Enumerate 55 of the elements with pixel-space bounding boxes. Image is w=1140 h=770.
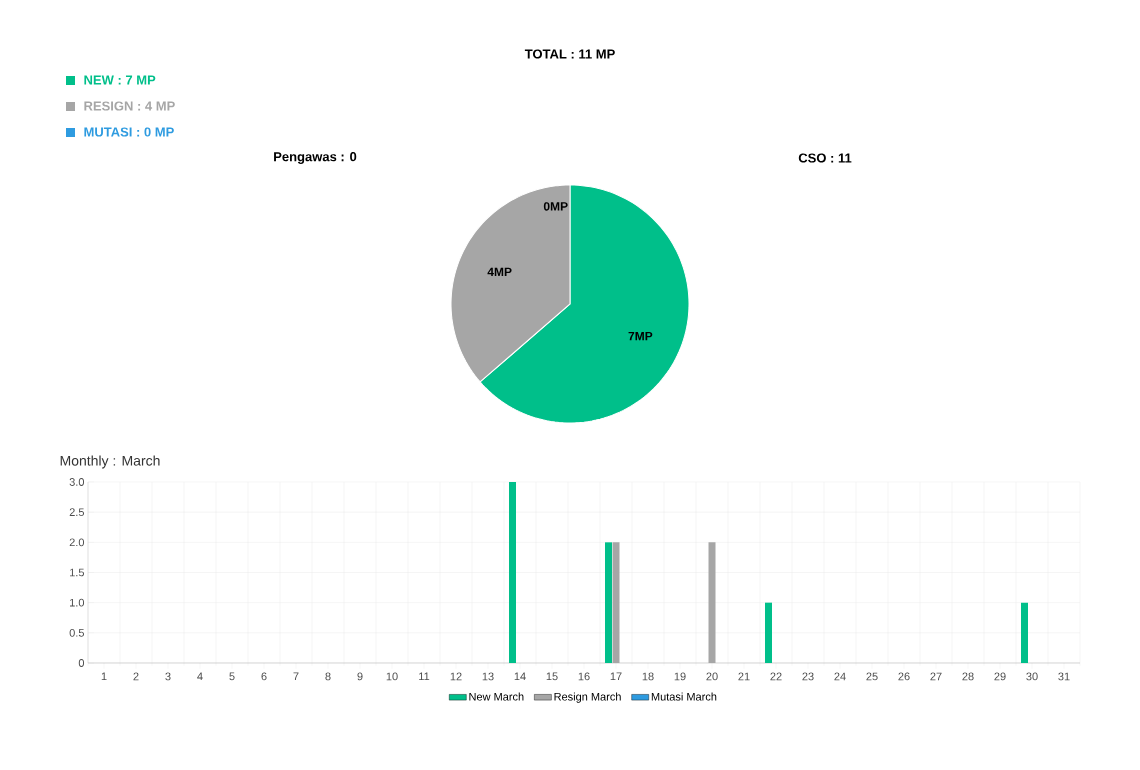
text: 0MP — [543, 202, 568, 211]
x-tick-label: 28 — [962, 672, 974, 681]
x-tick-label: 9 — [357, 672, 363, 681]
x-tick-label: 5 — [229, 672, 235, 681]
bar — [509, 481, 517, 663]
x-tick-label: 23 — [802, 672, 814, 681]
x-tick-label: 12 — [450, 672, 462, 681]
x-tick-label: 15 — [546, 672, 558, 681]
legend-label: Mutasi March — [651, 692, 717, 701]
x-tick-label: 21 — [738, 672, 750, 681]
bar — [605, 542, 613, 663]
bar — [1021, 602, 1029, 663]
x-tick-label: 1 — [101, 672, 107, 681]
x-tick-label: 29 — [994, 672, 1006, 681]
x-tick-label: 11 — [419, 672, 430, 681]
x-tick-label: 13 — [482, 672, 494, 681]
y-tick-label: 1.0 — [70, 598, 85, 607]
legend-label: RESIGN : 4 MP — [84, 101, 175, 111]
chart-title: TOTAL : 11 MP — [524, 49, 615, 59]
x-tick-label: 20 — [706, 672, 718, 681]
x-tick-label: 26 — [898, 672, 910, 681]
x-tick-label: 8 — [325, 672, 331, 681]
x-tick-label: 30 — [1026, 672, 1038, 681]
x-tick-label: 31 — [1058, 672, 1070, 681]
x-tick-label: 18 — [642, 672, 654, 681]
x-tick-label: 14 — [514, 672, 526, 681]
y-tick-label: 0.5 — [69, 628, 84, 637]
x-tick-label: 17 — [610, 672, 622, 681]
x-tick-label: 10 — [386, 672, 398, 681]
y-tick-label: 2.0 — [69, 538, 85, 547]
text: CSO : 11 — [798, 153, 852, 163]
data-label: 4MP — [487, 267, 512, 276]
x-tick-label: 2 — [133, 672, 139, 681]
y-tick-label: 3.0 — [69, 478, 85, 486]
y-tick-label: 0 — [78, 659, 85, 667]
legend-label: Resign March — [554, 692, 621, 703]
x-tick-label: 27 — [930, 672, 942, 681]
x-tick-label: 25 — [866, 672, 878, 681]
legend-label: MUTASI : 0 MP — [84, 127, 174, 137]
text: Pengawas : 0 — [274, 152, 357, 164]
x-tick-label: 6 — [261, 672, 267, 681]
x-tick-label: 19 — [674, 672, 686, 681]
data-label: 7MP — [628, 331, 653, 341]
x-tick-label: 7 — [293, 672, 299, 681]
x-tick-label: 3 — [165, 672, 171, 681]
legend-label: New March — [469, 692, 524, 701]
legend-label: NEW : 7 MP — [84, 75, 156, 85]
y-tick-label: 1.5 — [70, 568, 84, 577]
x-tick-label: 16 — [578, 672, 590, 681]
x-tick-label: 4 — [197, 672, 203, 681]
x-tick-label: 22 — [770, 672, 782, 681]
chart-title: Monthly : March — [60, 455, 160, 469]
y-tick-label: 2.5 — [69, 508, 84, 517]
bar — [765, 602, 773, 663]
x-tick-label: 24 — [834, 672, 846, 681]
